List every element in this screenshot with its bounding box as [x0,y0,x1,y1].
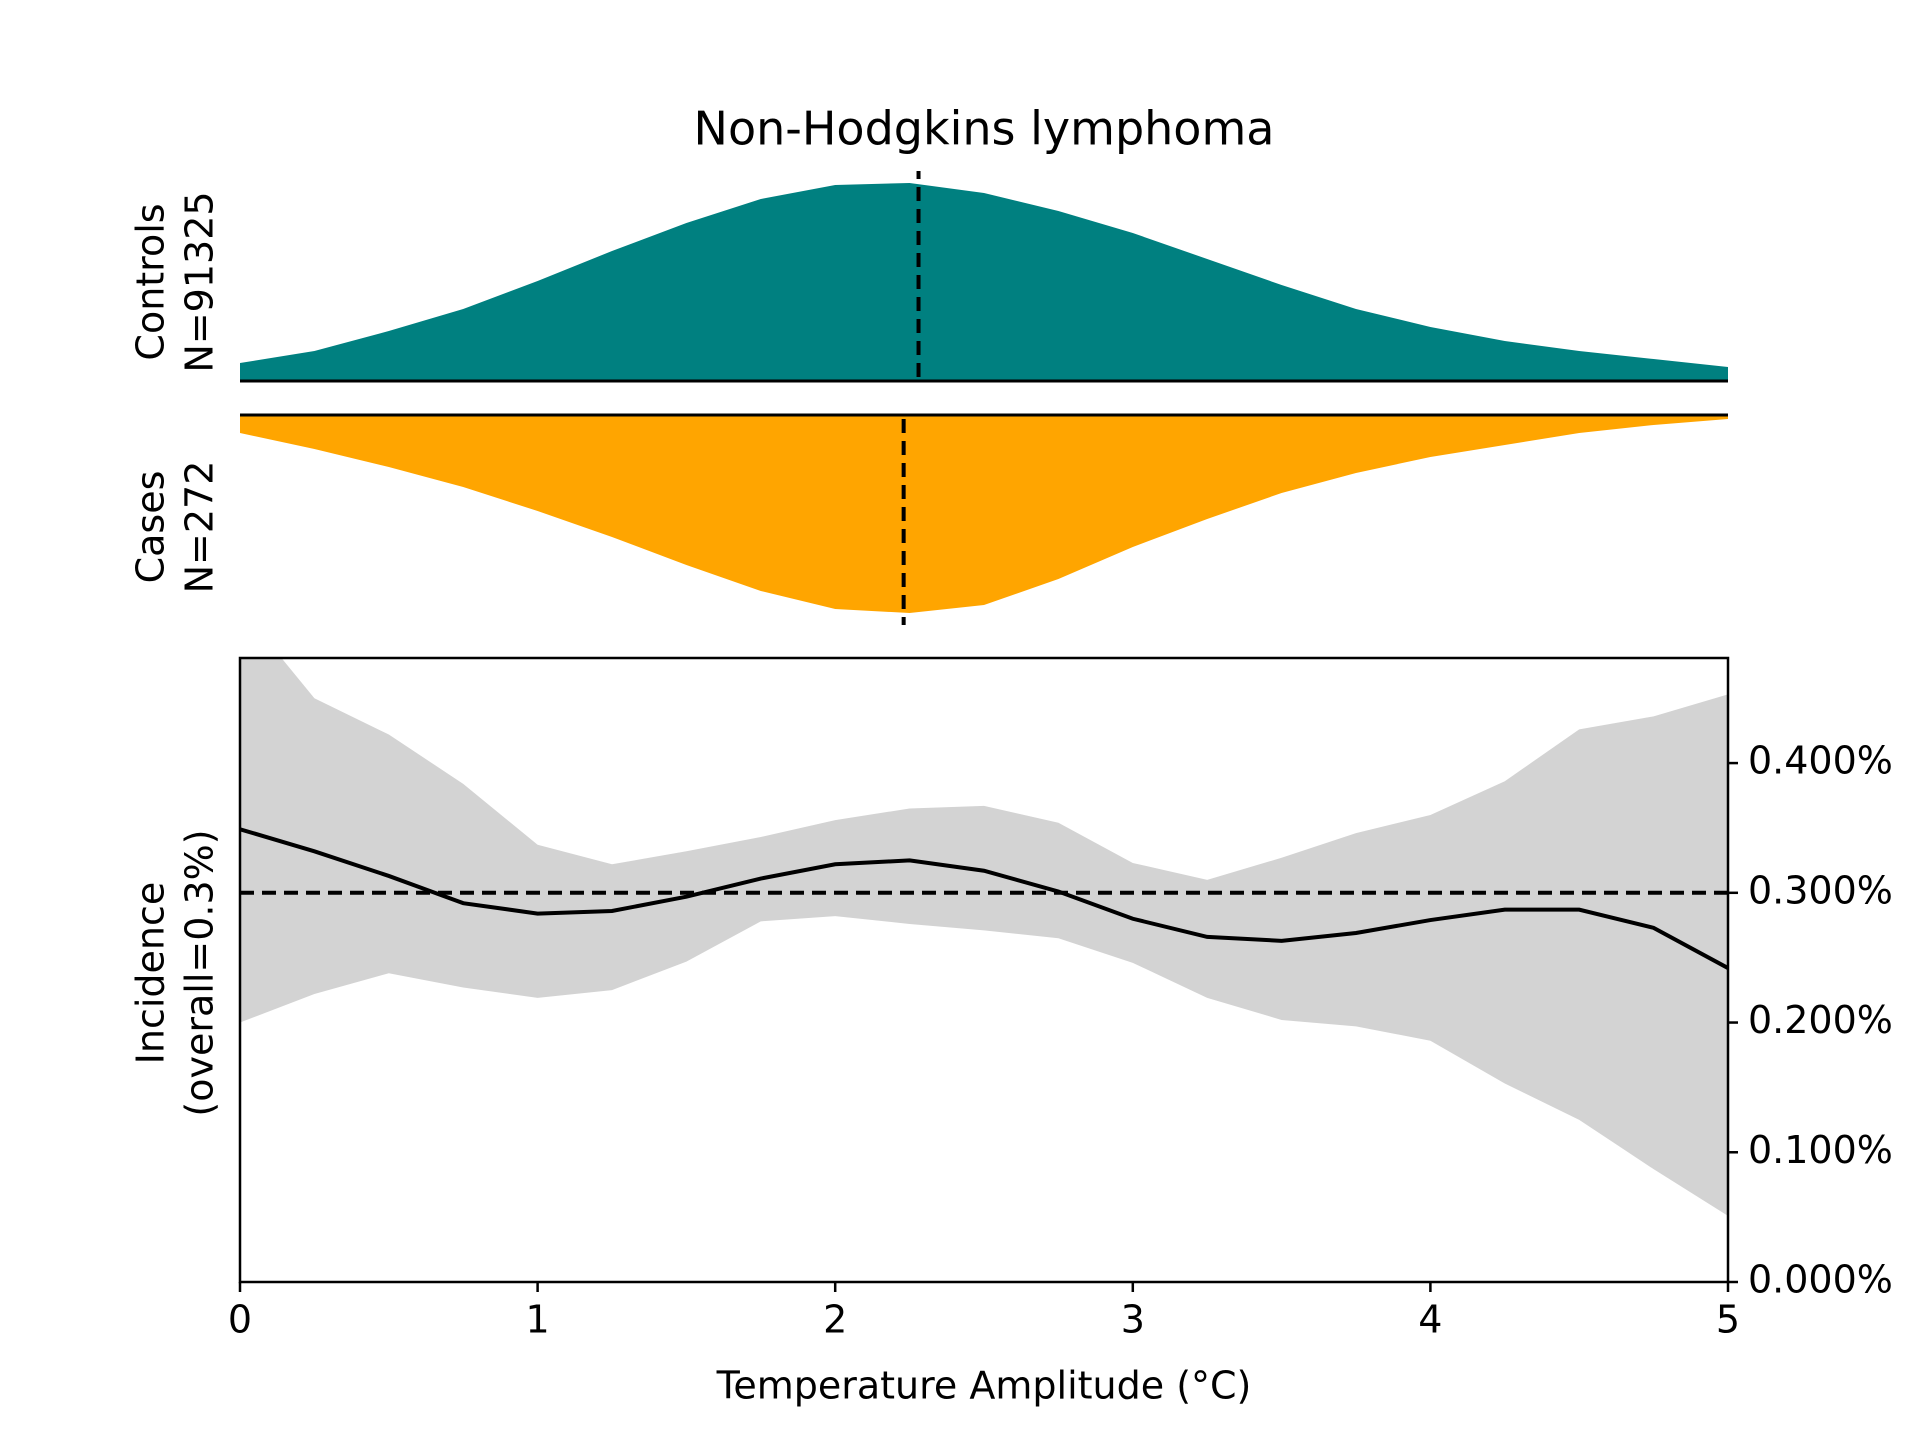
x-tick-label: 3 [1121,1298,1145,1342]
x-tick-label: 2 [823,1298,847,1342]
y-axis-label: N=272 [178,461,222,594]
x-tick-label: 4 [1418,1298,1442,1342]
x-tick-label: 5 [1716,1298,1740,1342]
y-tick-label: 0.100% [1748,1128,1893,1172]
y-tick-label: 0.400% [1748,739,1893,783]
y-axis-label: Incidence [129,882,173,1065]
y-axis-label: N=91325 [178,191,222,372]
incidence-line [240,827,1728,970]
density-area [240,415,1728,613]
confidence-band [240,658,1728,1216]
x-tick-label: 0 [228,1298,252,1342]
y-tick-label: 0.200% [1748,998,1893,1042]
plot-area [240,658,1728,1216]
x-tick-label: 1 [526,1298,550,1342]
y-axis-label: Controls [129,203,173,360]
x-axis-label: Temperature Amplitude (°C) [716,1364,1252,1408]
y-axis-label: Cases [129,471,173,584]
y-axis-label: (overall=0.3%) [178,829,222,1116]
y-tick-label: 0.300% [1748,868,1893,912]
axes-frame [238,656,1730,1284]
chart-title: Non-Hodgkins lymphoma [694,102,1275,156]
y-tick-label: 0.000% [1748,1258,1893,1302]
density-area [240,183,1728,381]
